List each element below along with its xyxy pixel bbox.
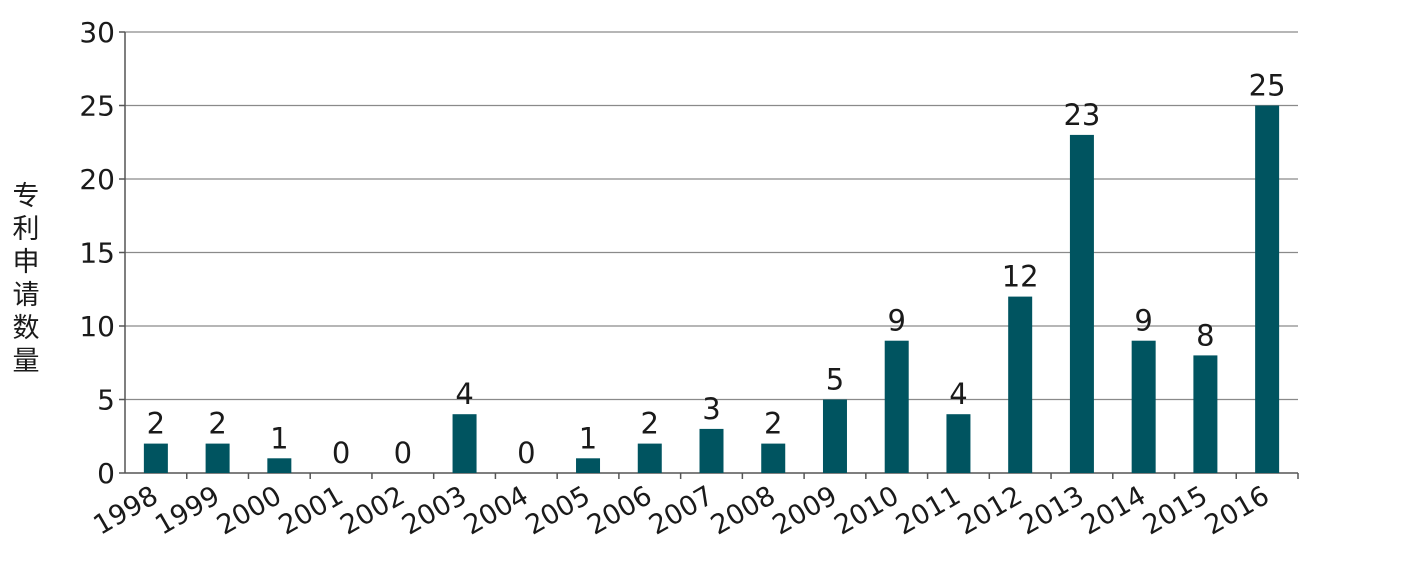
data-label-2002: 0: [394, 436, 412, 470]
y-tick-label: 25: [79, 90, 115, 123]
data-label-2004: 0: [517, 436, 535, 470]
data-label-2001: 0: [332, 436, 350, 470]
data-label-2005: 1: [579, 421, 597, 455]
y-tick-label: 15: [79, 237, 115, 270]
x-tick-label-2010: 2010: [829, 480, 904, 541]
x-tick-label-2005: 2005: [521, 480, 596, 541]
x-tick-label-2014: 2014: [1076, 480, 1151, 541]
x-tick-label-2007: 2007: [644, 480, 719, 541]
x-tick-label-2016: 2016: [1200, 480, 1275, 541]
data-label-2015: 8: [1196, 318, 1214, 352]
data-label-2000: 1: [270, 421, 288, 455]
x-tick-labels: 1998199920002001200220032004200520062007…: [88, 480, 1274, 541]
data-label-2013: 23: [1063, 98, 1100, 132]
bar-2003: [452, 414, 477, 473]
x-tick-label-2001: 2001: [274, 480, 349, 541]
x-tick-label-2003: 2003: [397, 480, 472, 541]
x-tick-label-2004: 2004: [459, 480, 534, 541]
bar-2005: [576, 458, 601, 473]
data-label-2008: 2: [764, 407, 782, 441]
bars: [143, 105, 1280, 473]
x-tick-label-2012: 2012: [953, 480, 1028, 541]
y-tick-label: 30: [79, 16, 115, 49]
bar-2016: [1255, 105, 1280, 473]
data-label-1999: 2: [208, 407, 226, 441]
bar-2014: [1131, 340, 1156, 473]
data-label-2009: 5: [826, 363, 844, 397]
y-axis-label: 专利申请数量: [12, 181, 40, 377]
bar-2012: [1008, 296, 1033, 473]
gridlines: [125, 31, 1298, 401]
x-tick-label-2013: 2013: [1014, 480, 1089, 541]
data-label-2006: 2: [641, 407, 659, 441]
bar-2009: [822, 399, 847, 473]
data-label-2012: 12: [1002, 260, 1039, 294]
x-tick-label-2006: 2006: [582, 480, 657, 541]
bar-2015: [1193, 355, 1218, 473]
data-label-2014: 9: [1134, 304, 1152, 338]
bar-2010: [884, 340, 909, 473]
x-tick-label-2015: 2015: [1138, 480, 1213, 541]
y-tick-label: 0: [97, 457, 115, 490]
bar-2007: [699, 428, 724, 473]
bar-2013: [1069, 134, 1094, 473]
x-tick-label-2000: 2000: [212, 480, 287, 541]
bar-2000: [267, 458, 292, 473]
data-label-2011: 4: [949, 377, 967, 411]
data-label-2007: 3: [702, 392, 720, 426]
y-tick-label: 10: [79, 310, 115, 343]
bar-2006: [637, 443, 662, 473]
data-label-2010: 9: [887, 304, 905, 338]
x-tick-label-2002: 2002: [335, 480, 410, 541]
x-tick-label-2011: 2011: [891, 480, 966, 541]
x-tick-label-2008: 2008: [706, 480, 781, 541]
y-tick-label: 5: [97, 384, 115, 417]
y-tick-label: 20: [79, 163, 115, 196]
bar-2008: [761, 443, 786, 473]
data-label-2003: 4: [455, 377, 473, 411]
data-label-1998: 2: [147, 407, 165, 441]
y-tick-labels: 0 5 10 15 20 25 30: [79, 16, 115, 490]
bar-1998: [143, 443, 168, 473]
x-tick-label-2009: 2009: [767, 480, 842, 541]
x-tick-label-1999: 1999: [150, 480, 225, 541]
bar-1999: [205, 443, 230, 473]
bar-2011: [946, 414, 971, 473]
data-label-2016: 25: [1249, 69, 1286, 103]
